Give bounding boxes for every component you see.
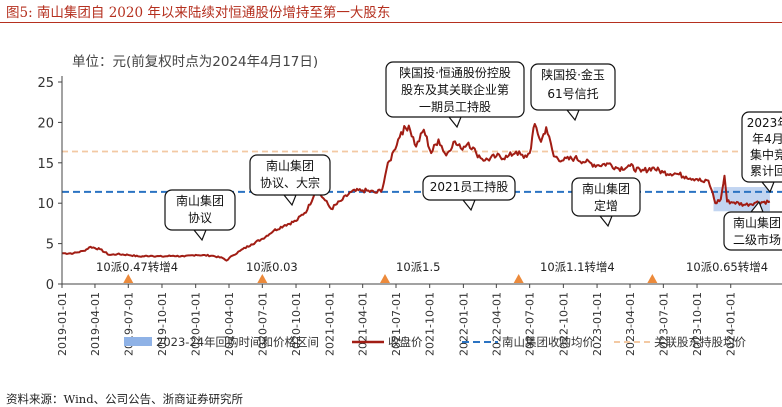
callout-text: 南山集团 [582, 181, 630, 196]
callout-box: 2021员工持股 [422, 175, 516, 212]
legend-label: 2023-24年回购时间和价格区间 [156, 335, 319, 349]
legend-label: 关联股东持股均价 [654, 335, 746, 349]
close-price-layer [62, 123, 771, 262]
x-tick-label: 2022-07-01 [524, 292, 537, 356]
dividend-label: 10派0.03 [246, 260, 298, 274]
dividend-marker [380, 274, 391, 283]
callout-frame [571, 177, 641, 217]
x-tick-label: 2020-01-01 [190, 292, 203, 356]
callout-pointer [598, 215, 613, 228]
callout-text: 61号信托 [547, 87, 598, 101]
callout-frame [422, 175, 516, 201]
dividend-label: 10派1.5 [396, 260, 440, 274]
callout-text: 陕国投·金玉 [541, 67, 605, 82]
callout-frame [723, 211, 782, 251]
callout-pointer [447, 116, 462, 129]
x-tick-label: 2022-10-01 [557, 292, 570, 356]
callout-box: 陕国投·金玉 61号信托 [530, 63, 616, 122]
x-tick-label: 2019-07-01 [122, 292, 135, 356]
callout-frame [249, 154, 331, 196]
callout-text: 南山集团 [266, 158, 314, 173]
y-tick-label: 25 [37, 76, 54, 91]
callout-pointer [192, 229, 207, 242]
callout-pointer [282, 194, 297, 207]
y-tick-label: 0 [46, 278, 54, 293]
source-note: 资料来源：Wind、公司公告、浙商证券研究所 [6, 392, 244, 406]
price-chart: 0 5 10 15 20 25 2019-01-01 2019-04-01 2019-07-01… [37, 53, 782, 356]
dividend-marker [513, 274, 524, 283]
callout-text: 股东及其关联企业第 [401, 82, 509, 97]
x-tick-label: 2019-04-01 [89, 292, 102, 356]
dividend-label: 10派0.47转增4 [96, 260, 178, 274]
y-tick-label: 10 [37, 197, 54, 212]
y-tick-label: 20 [37, 116, 54, 131]
dividend-marker [257, 274, 268, 283]
callout-text: 定增 [594, 198, 618, 213]
y-tick-label: 5 [46, 238, 54, 253]
legend-label: 南山集团收购均价 [502, 335, 594, 349]
x-tick-label: 2023-04-01 [624, 292, 637, 356]
dividend-label: 10派0.65转增4 [686, 260, 768, 274]
x-tick-label: 2020-10-01 [290, 292, 303, 356]
callout-text: 集中竞 [750, 147, 782, 162]
callout-pointer [461, 199, 476, 212]
legend: 2023-24年回购时间和价格区间 收盘价 南山集团收购均价 关联股东持股均价 [124, 335, 746, 349]
callout-frame [385, 61, 525, 118]
dividend-marker [647, 274, 658, 283]
x-tick-label: 2021-04-01 [357, 292, 370, 356]
reference-lines [62, 150, 782, 193]
y-tick-label: 15 [37, 157, 54, 172]
callout-text: 南山集团 [176, 193, 224, 208]
x-tick-label: 2020-04-01 [223, 292, 236, 356]
x-tick-label: 2021-10-01 [424, 292, 437, 356]
dividend-marker [123, 274, 134, 283]
callout-text: 协议 [188, 210, 212, 225]
unit-label: 单位：元(前复权时点为2024年4月17日) [72, 53, 318, 70]
dividend-markers: 10派0.47转增4 10派0.03 10派1.5 10派1.1转增4 10派0.65转… [96, 260, 768, 283]
callouts: 南山集团协议南山集团协议、大宗陕国投·恒通股份控股股东及其关联企业第一期员工持股… [164, 61, 782, 251]
callout-text: 累计回 [750, 164, 782, 178]
callout-text: 2021员工持股 [430, 179, 509, 194]
dividend-label: 10派1.1转增4 [540, 260, 615, 274]
callout-text: 年4月 [752, 132, 782, 146]
callout-text: 南山集团 [733, 215, 781, 230]
x-tick-label: 2021-07-01 [390, 292, 403, 356]
callout-text: 协议、大宗 [260, 175, 320, 190]
callout-pointer [565, 109, 580, 122]
callout-text: 一期员工持股 [419, 99, 491, 114]
title-rule [0, 22, 782, 23]
callout-text: 二级市场 [733, 232, 781, 247]
x-tick-label: 2022-01-01 [457, 292, 470, 356]
callout-frame [741, 111, 782, 183]
x-tick-label: 2022-04-01 [490, 292, 503, 356]
callout-text: 陕国投·恒通股份控股 [399, 65, 511, 80]
x-tick-label: 2023-01-01 [591, 292, 604, 356]
x-tick-label: 2020-07-01 [256, 292, 269, 356]
close-price-line [62, 123, 771, 262]
callout-frame [530, 63, 616, 111]
figure-title: 图5: 南山集团自 2020 年以来陆续对恒通股份增持至第一大股东 [6, 5, 391, 21]
callout-box: 2023年年4月集中竞累计回 [741, 111, 782, 194]
legend-swatch-band [124, 337, 152, 346]
x-tick-label: 2019-10-01 [156, 292, 169, 356]
x-tick-label: 2023-07-01 [657, 292, 670, 356]
x-tick-label: 2019-01-01 [56, 292, 69, 356]
callout-frame [164, 189, 236, 231]
legend-label: 收盘价 [388, 335, 423, 349]
x-tick-label: 2021-01-01 [324, 292, 337, 356]
x-tick-label: 2023-10-01 [691, 292, 704, 356]
x-tick-label: 2024-01-01 [725, 292, 738, 356]
axes: 0 5 10 15 20 25 2019-01-01 2019-04-01 2019-07-01… [37, 76, 782, 356]
